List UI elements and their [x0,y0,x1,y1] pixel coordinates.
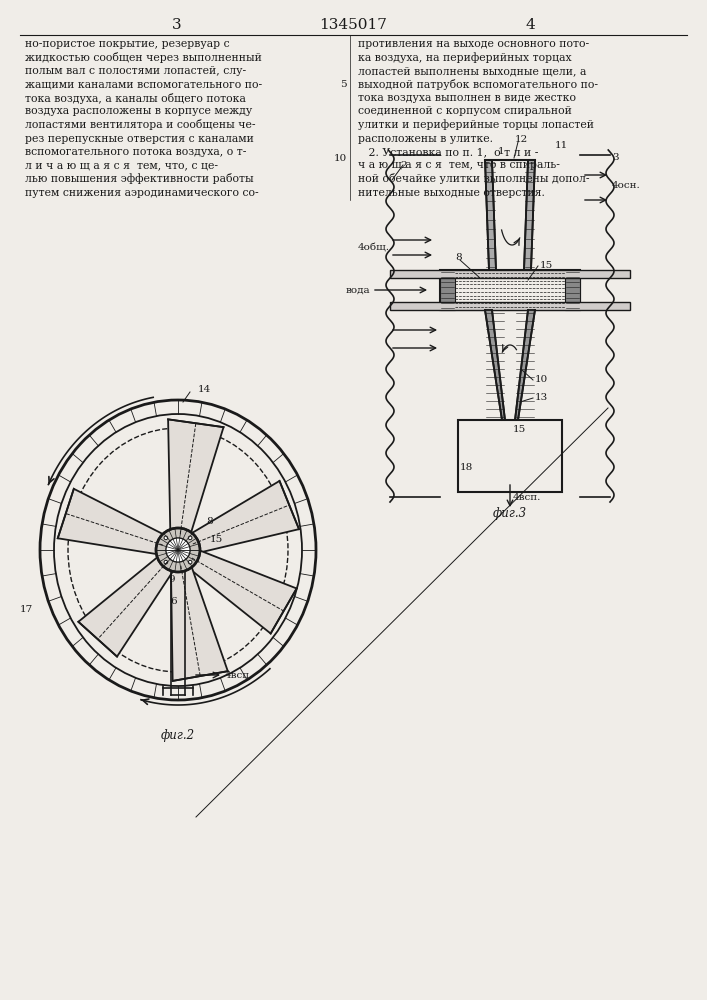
Polygon shape [168,419,223,536]
Bar [390,302,630,310]
Text: жидкостью сообщен через выполненный: жидкостью сообщен через выполненный [25,52,262,63]
Bar [440,270,580,310]
Text: вода: вода [346,286,370,294]
Circle shape [164,536,168,540]
Text: 4вcп.: 4вcп. [513,492,542,502]
Text: 10: 10 [535,375,548,384]
Text: 15: 15 [540,260,554,269]
Polygon shape [524,160,535,270]
Text: нительные выходные отверстия.: нительные выходные отверстия. [358,188,545,198]
Text: 4общ.: 4общ. [358,243,390,252]
Text: фиг.3: фиг.3 [493,508,527,520]
Polygon shape [187,549,297,634]
Text: 14: 14 [198,385,211,394]
Polygon shape [485,160,496,270]
Text: рез перепускные отверстия с каналами: рез перепускные отверстия с каналами [25,133,254,143]
Circle shape [166,538,190,562]
Text: ка воздуха, на периферийных торцах: ка воздуха, на периферийных торцах [358,52,572,63]
Text: 11: 11 [555,140,568,149]
Text: лью повышения эффективности работы: лью повышения эффективности работы [25,174,254,184]
Text: 1345017: 1345017 [319,18,387,32]
Circle shape [188,536,192,540]
Circle shape [156,528,200,572]
Text: вспомогательного потока воздуха, о т-: вспомогательного потока воздуха, о т- [25,147,246,157]
Text: воздуха расположены в корпусе между: воздуха расположены в корпусе между [25,106,252,116]
Text: 17: 17 [20,605,33,614]
Polygon shape [171,564,228,681]
Bar [565,270,580,310]
Text: 2. Установка по п. 1,  о т л и -: 2. Установка по п. 1, о т л и - [358,147,538,157]
Circle shape [164,560,168,564]
Text: тока воздуха, а каналы общего потока: тока воздуха, а каналы общего потока [25,93,246,104]
Text: 3: 3 [173,18,182,32]
Polygon shape [515,310,535,420]
Text: 15: 15 [513,426,526,434]
Text: 8: 8 [206,518,213,526]
Text: 13: 13 [535,393,548,402]
Text: улитки и периферийные торцы лопастей: улитки и периферийные торцы лопастей [358,120,594,130]
Text: ной обечайке улитки выполнены допол-: ной обечайке улитки выполнены допол- [358,174,590,184]
Bar [458,420,562,492]
Text: соединенной с корпусом спиральной: соединенной с корпусом спиральной [358,106,572,116]
Polygon shape [58,489,166,555]
Text: тока воздуха выполнен в виде жестко: тока воздуха выполнен в виде жестко [358,93,576,103]
Bar [390,270,630,278]
Polygon shape [189,481,299,553]
Text: противления на выходе основного пото-: противления на выходе основного пото- [358,39,589,49]
Text: 18: 18 [460,462,473,472]
Text: 2: 2 [400,160,407,169]
Text: путем снижения аэродинамического со-: путем снижения аэродинамического со- [25,188,259,198]
Text: 5: 5 [339,80,346,89]
Text: фиг.2: фиг.2 [161,728,195,742]
Text: 10: 10 [334,154,346,163]
Text: но-пористое покрытие, резервуар с: но-пористое покрытие, резервуар с [25,39,230,49]
Text: л и ч а ю щ а я с я  тем, что, с це-: л и ч а ю щ а я с я тем, что, с це- [25,160,218,170]
Polygon shape [485,310,505,420]
Text: 12: 12 [515,135,528,144]
Text: лопастей выполнены выходные щели, а: лопастей выполнены выходные щели, а [358,66,586,76]
Text: 15: 15 [210,536,223,544]
Text: полым вал с полостями лопастей, слу-: полым вал с полостями лопастей, слу- [25,66,246,76]
Text: 4осн.: 4осн. [612,180,641,190]
Bar [440,270,455,310]
Text: 6: 6 [170,597,177,606]
Text: 4всп.: 4всп. [225,670,253,680]
Text: выходной патрубок вспомогательного по-: выходной патрубок вспомогательного по- [358,79,598,90]
Text: 3: 3 [612,153,619,162]
Text: 4: 4 [525,18,535,32]
Polygon shape [78,555,175,657]
Circle shape [188,560,192,564]
Text: жащими каналами вспомогательного по-: жащими каналами вспомогательного по- [25,80,262,90]
Text: лопастями вентилятора и сообщены че-: лопастями вентилятора и сообщены че- [25,119,255,130]
Text: расположены в улитке.: расположены в улитке. [358,133,493,143]
Text: 8: 8 [455,253,462,262]
Text: 9: 9 [168,576,175,584]
Text: 1: 1 [498,147,505,156]
Text: ч а ю щ а я с я  тем, что в спираль-: ч а ю щ а я с я тем, что в спираль- [358,160,560,170]
